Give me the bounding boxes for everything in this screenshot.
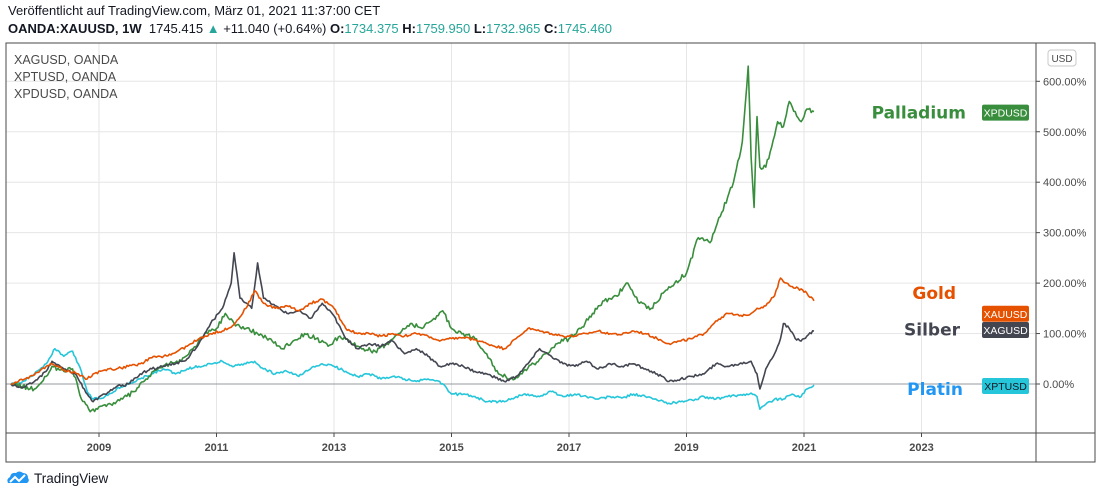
published-line: Veröffentlicht auf TradingView.com, März… [8, 3, 381, 18]
x-tick-label: 2013 [322, 442, 346, 454]
chart-border [5, 42, 1096, 463]
price-label-bg [982, 378, 1029, 395]
series-line-xpdusd[interactable] [10, 65, 815, 413]
close-label: C: [544, 21, 558, 36]
up-arrow-icon: ▲ [206, 21, 220, 36]
price-label-text: XPTUSD [984, 381, 1027, 393]
last-price: 1745.415 [148, 21, 204, 36]
tradingview-logo[interactable]: TradingView [6, 470, 108, 486]
series-line-xptusd[interactable] [10, 347, 815, 411]
y-tick-label: 100.00% [1043, 329, 1087, 341]
price-label-bg [982, 104, 1029, 121]
high-value: 1759.950 [416, 21, 471, 36]
low-value: 1732.965 [486, 21, 541, 36]
chart-frame [5, 42, 1096, 463]
high-label: H: [402, 21, 416, 36]
x-axis: 2009 2011 2013 2015 2017 2019 2021 2023 [87, 433, 934, 454]
x-tick-label: 2021 [792, 442, 816, 454]
ohlc-line: OANDA:XAUUSD, 1W 1745.415 ▲ +11.040 (+0.… [8, 20, 612, 38]
currency-badge[interactable]: USD [1047, 49, 1077, 67]
y-tick-label: 0.00% [1043, 379, 1074, 391]
x-tick-label: 2019 [674, 442, 698, 454]
currency-badge-text: USD [1051, 54, 1072, 65]
price-label-xauusd[interactable]: XAUUSD [982, 305, 1029, 322]
y-tick-label: 600.00% [1043, 76, 1087, 88]
x-tick-label: 2009 [87, 442, 111, 454]
symbol-label: OANDA:XAUUSD, 1W [8, 21, 142, 36]
annotation-palladium: Palladium [872, 104, 966, 124]
tradingview-cloud-icon [7, 471, 29, 483]
y-tick-label: 200.00% [1043, 278, 1087, 290]
open-label: O: [329, 21, 345, 36]
legend: XAGUSD, OANDA XPTUSD, OANDA XPDUSD, OAND… [14, 52, 118, 103]
legend-item[interactable]: XPTUSD, OANDA [14, 70, 117, 84]
price-change: +11.040 (+0.64%) [223, 21, 327, 36]
series-line-xauusd[interactable] [10, 277, 815, 385]
price-label-text: XPDUSD [984, 108, 1028, 120]
price-label-xptusd[interactable]: XPTUSD [982, 378, 1029, 395]
price-label-xagusd[interactable]: XAGUSD [982, 322, 1029, 339]
low-label: L: [473, 21, 487, 36]
branding-text: TradingView [34, 470, 109, 486]
price-label-xpdusd[interactable]: XPDUSD [982, 104, 1029, 121]
annotations: Palladium Gold Silber Platin [872, 104, 966, 400]
legend-item[interactable]: XPDUSD, OANDA [14, 87, 118, 101]
annotation-silber: Silber [904, 321, 961, 341]
price-label-text: XAGUSD [983, 325, 1028, 337]
x-tick-label: 2023 [909, 442, 933, 454]
x-tick-label: 2017 [557, 442, 581, 454]
x-tick-label: 2015 [439, 442, 463, 454]
annotation-gold: Gold [912, 284, 956, 304]
grid-lines [6, 43, 1036, 433]
price-label-text: XAUUSD [984, 309, 1028, 321]
y-tick-label: 300.00% [1043, 228, 1087, 240]
legend-item[interactable]: XAGUSD, OANDA [14, 53, 119, 67]
series-group [10, 65, 815, 413]
open-value: 1734.375 [344, 21, 399, 36]
x-tick-label: 2011 [205, 442, 229, 454]
close-value: 1745.460 [557, 21, 612, 36]
series-line-xagusd[interactable] [10, 252, 815, 403]
price-labels: XPDUSD XAUUSD XAGUSD XPTUSD [982, 104, 1029, 395]
y-tick-label: 500.00% [1043, 127, 1087, 139]
price-label-bg [982, 322, 1029, 339]
chart-header: Veröffentlicht auf TradingView.com, März… [8, 2, 612, 38]
annotation-platin: Platin [907, 380, 963, 400]
y-axis: 0.00% 100.00% 200.00% 300.00% 400.00% 500.00%… [1036, 76, 1087, 391]
y-tick-label: 400.00% [1043, 177, 1087, 189]
price-label-bg [982, 305, 1029, 322]
